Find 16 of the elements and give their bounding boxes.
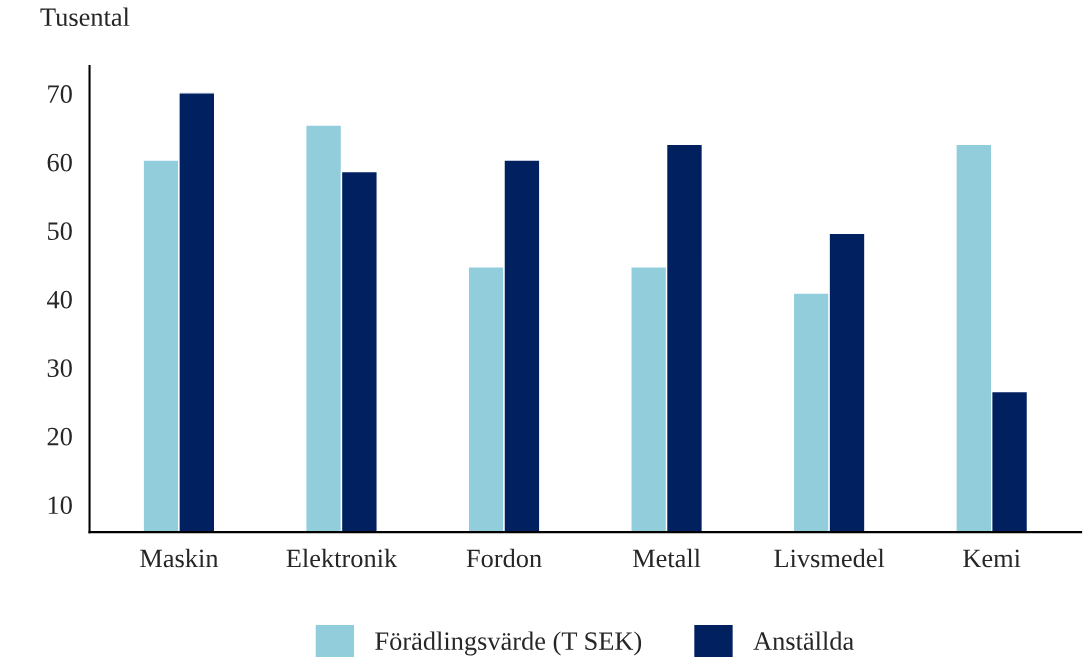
x-tick-label: Metall <box>632 548 701 568</box>
legend-label: Anställda <box>753 631 854 651</box>
y-tick-label: 50 <box>48 222 72 240</box>
y-tick-label: 10 <box>48 496 72 515</box>
y-tick-label: 30 <box>47 359 72 378</box>
y-tick-label: 70 <box>48 85 72 103</box>
x-tick-label: Maskin <box>140 548 219 568</box>
y-axis-title: Tusental <box>40 7 130 27</box>
x-tick-label: Livsmedel <box>774 548 885 568</box>
y-tick-label: 20 <box>47 427 72 446</box>
x-tick-label: Kemi <box>963 549 1021 568</box>
legend-label: Förädlingsvärde (T SEK) <box>375 631 642 656</box>
x-tick-label: Fordon <box>466 548 542 568</box>
x-tick-label: Elektronik <box>286 548 398 568</box>
y-tick-label: 60 <box>47 153 72 172</box>
y-tick-label: 40 <box>47 290 72 309</box>
